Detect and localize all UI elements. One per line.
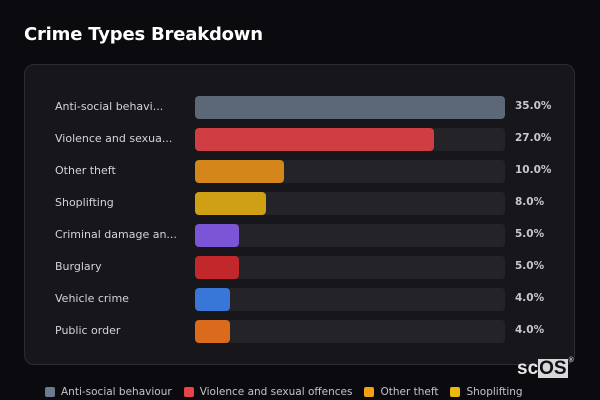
legend-label: Shoplifting — [466, 386, 523, 398]
bar-fill[interactable] — [195, 192, 266, 215]
bar-value: 8.0% — [515, 196, 545, 208]
bar-row[interactable]: Public order 4.0% — [25, 320, 574, 344]
chart-legend: Anti-social behaviour Violence and sexual… — [45, 386, 535, 398]
scos-logo: sc OS ® — [517, 357, 574, 379]
bar-fill[interactable] — [195, 224, 240, 247]
bar-value: 35.0% — [515, 100, 552, 112]
bar-value: 4.0% — [515, 292, 545, 304]
bar-row[interactable]: Criminal damage an... 5.0% — [25, 224, 574, 248]
legend-item[interactable]: Anti-social behaviour — [45, 386, 172, 398]
legend-label: Other theft — [380, 386, 439, 398]
bar-row[interactable]: Shoplifting 8.0% — [25, 192, 574, 216]
bar-track — [195, 256, 505, 279]
bar-fill[interactable] — [195, 288, 231, 311]
bar-track — [195, 320, 505, 343]
registered-mark-icon: ® — [568, 357, 574, 364]
legend-item[interactable]: Shoplifting — [450, 386, 523, 398]
bar-label: Burglary — [55, 260, 102, 273]
bar-value: 4.0% — [515, 324, 545, 336]
bar-row[interactable]: Burglary 5.0% — [25, 256, 574, 280]
bar-track — [195, 160, 505, 183]
bar-label: Other theft — [55, 164, 116, 177]
bar-row[interactable]: Violence and sexua... 27.0% — [25, 128, 574, 152]
bar-track — [195, 224, 505, 247]
legend-swatch-icon — [183, 387, 194, 397]
legend-swatch-icon — [364, 387, 375, 397]
bar-row[interactable]: Anti-social behavi... 35.0% — [25, 96, 574, 120]
bar-label: Vehicle crime — [55, 292, 129, 305]
bar-track — [195, 288, 505, 311]
bar-row[interactable]: Other theft 10.0% — [25, 160, 574, 184]
legend-item[interactable]: Violence and sexual offences — [183, 386, 353, 398]
bar-label: Shoplifting — [55, 196, 114, 209]
bar-row[interactable]: Vehicle crime 4.0% — [25, 288, 574, 312]
logo-highlight: OS — [538, 358, 568, 379]
bar-fill[interactable] — [195, 256, 240, 279]
bar-label: Public order — [55, 324, 121, 337]
legend-label: Anti-social behaviour — [61, 386, 172, 398]
bar-fill[interactable] — [195, 128, 435, 151]
bar-fill[interactable] — [195, 96, 505, 119]
legend-label: Violence and sexual offences — [199, 386, 353, 398]
logo-prefix: sc — [517, 358, 539, 379]
chart-card: Anti-social behavi... 35.0% Violence and s… — [24, 64, 575, 365]
legend-item[interactable]: Other theft — [364, 386, 438, 398]
bar-value: 27.0% — [515, 132, 552, 144]
bar-track — [195, 96, 505, 119]
legend-swatch-icon — [45, 387, 55, 397]
chart-title: Crime Types Breakdown — [24, 24, 263, 45]
bar-value: 10.0% — [515, 164, 552, 176]
bar-value: 5.0% — [515, 260, 545, 272]
bar-track — [195, 128, 505, 151]
legend-swatch-icon — [450, 387, 461, 397]
bar-label: Violence and sexua... — [55, 132, 173, 145]
bar-track — [195, 192, 505, 215]
bar-label: Anti-social behavi... — [55, 100, 164, 113]
bar-fill[interactable] — [195, 320, 231, 343]
bar-fill[interactable] — [195, 160, 284, 183]
bar-value: 5.0% — [515, 228, 545, 240]
bar-label: Criminal damage an... — [55, 228, 177, 241]
